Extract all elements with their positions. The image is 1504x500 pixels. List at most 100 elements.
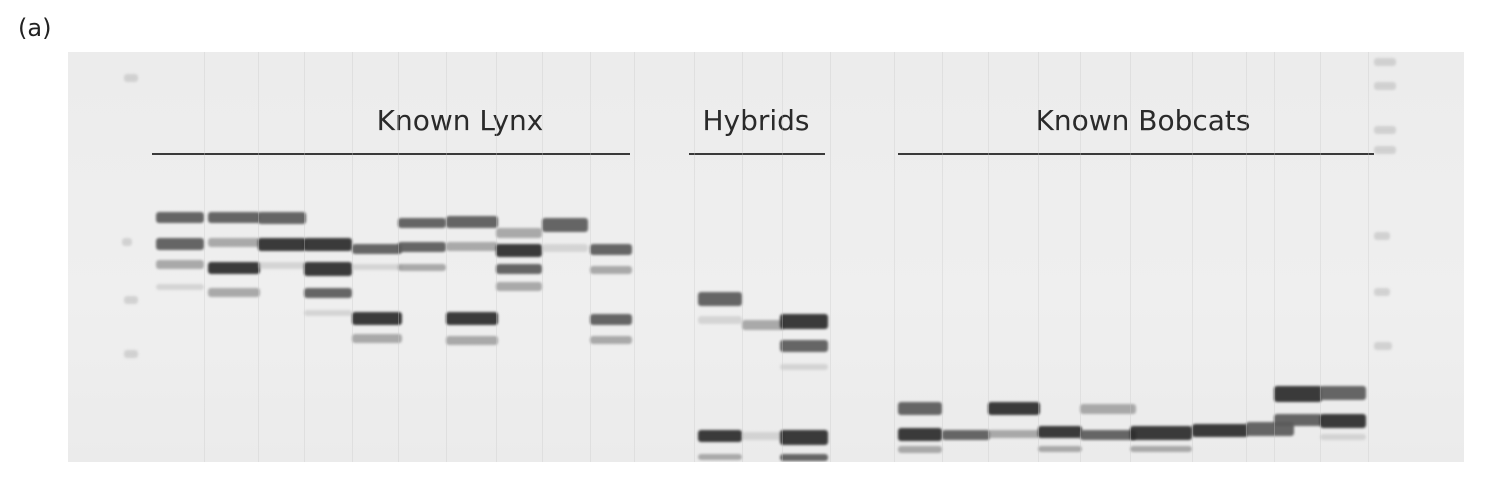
ladder-mark — [1374, 58, 1396, 66]
lane-edge — [398, 52, 399, 462]
gel-band — [352, 312, 402, 325]
gel-band — [898, 428, 942, 441]
lane-edge — [1192, 52, 1193, 462]
gel-image: Known Lynx Hybrids Known Bobcats — [68, 52, 1464, 462]
group-underline-bobcats — [898, 153, 1374, 155]
lane-edge — [352, 52, 353, 462]
gel-band — [258, 238, 306, 251]
ladder-mark — [1374, 126, 1396, 134]
lane-edge — [742, 52, 743, 462]
gel-band — [590, 244, 632, 255]
gel-band — [446, 216, 498, 228]
gel-band — [988, 430, 1040, 438]
lane-edge — [446, 52, 447, 462]
gel-band — [398, 264, 446, 271]
gel-band — [156, 212, 204, 223]
lane-edge — [1368, 52, 1369, 462]
ladder-mark — [1374, 342, 1392, 350]
lane-edge — [988, 52, 989, 462]
group-label-lynx: Known Lynx — [376, 104, 544, 137]
gel-band — [698, 430, 742, 442]
gel-band — [398, 242, 446, 252]
gel-band — [304, 288, 352, 298]
ladder-mark — [122, 238, 132, 246]
lane-edge — [782, 52, 783, 462]
gel-band — [496, 264, 542, 274]
gel-band — [352, 264, 402, 270]
gel-band — [496, 244, 542, 257]
gel-band — [446, 336, 498, 345]
gel-band — [542, 244, 588, 252]
gel-band — [898, 402, 942, 415]
gel-band — [698, 292, 742, 306]
gel-band — [304, 310, 352, 316]
lane-edge — [830, 52, 831, 462]
gel-band — [1080, 404, 1136, 414]
gel-band — [446, 312, 498, 325]
lane-edge — [1130, 52, 1131, 462]
ladder-mark — [1374, 146, 1396, 154]
gel-band — [208, 238, 260, 247]
ladder-mark — [1374, 288, 1390, 296]
gel-band — [698, 454, 742, 460]
lane-edge — [496, 52, 497, 462]
gel-band — [542, 218, 588, 232]
gel-band — [208, 262, 260, 274]
gel-band — [156, 238, 204, 250]
lane-edge — [894, 52, 895, 462]
gel-band — [1130, 426, 1192, 440]
gel-band — [590, 266, 632, 274]
lane-edge — [258, 52, 259, 462]
gel-band — [1130, 446, 1192, 452]
ladder-mark — [1374, 82, 1396, 90]
gel-band — [1038, 426, 1082, 438]
lane-edge — [634, 52, 635, 462]
gel-band — [258, 212, 306, 224]
gel-band — [780, 454, 828, 461]
group-underline-lynx — [152, 153, 630, 155]
gel-band — [496, 228, 542, 238]
gel-band — [1274, 414, 1322, 426]
ladder-mark — [124, 296, 138, 304]
gel-band — [304, 262, 352, 276]
gel-band — [590, 314, 632, 325]
ladder-mark — [124, 74, 138, 82]
gel-band — [742, 432, 784, 440]
gel-band — [780, 364, 828, 370]
gel-band — [988, 402, 1040, 415]
lane-edge — [542, 52, 543, 462]
gel-band — [352, 244, 402, 254]
group-underline-hybrids — [689, 153, 825, 155]
lane-edge — [204, 52, 205, 462]
gel-band — [446, 242, 498, 251]
gel-band — [208, 212, 260, 223]
gel-band — [1320, 414, 1366, 428]
gel-band — [590, 336, 632, 344]
gel-band — [304, 238, 352, 251]
ladder-mark — [1374, 232, 1390, 240]
lane-edge — [1246, 52, 1247, 462]
gel-band — [1038, 446, 1082, 452]
gel-band — [780, 340, 828, 352]
lane-edge — [590, 52, 591, 462]
ladder-mark — [124, 350, 138, 358]
group-label-bobcats: Known Bobcats — [1035, 104, 1251, 137]
gel-band — [1080, 430, 1136, 440]
gel-band — [352, 334, 402, 343]
group-label-hybrids: Hybrids — [702, 104, 810, 137]
lane-edge — [694, 52, 695, 462]
gel-band — [698, 316, 742, 324]
gel-band — [1320, 386, 1366, 400]
gel-band — [208, 288, 260, 297]
gel-band — [156, 260, 204, 269]
gel-band — [898, 446, 942, 453]
gel-band — [1192, 424, 1248, 437]
gel-band — [156, 284, 204, 290]
lane-edge — [304, 52, 305, 462]
lane-edge — [1038, 52, 1039, 462]
gel-band — [398, 218, 446, 228]
panel-label: (a) — [18, 14, 52, 42]
gel-band — [496, 282, 542, 291]
gel-band — [780, 314, 828, 329]
gel-band — [942, 430, 990, 440]
